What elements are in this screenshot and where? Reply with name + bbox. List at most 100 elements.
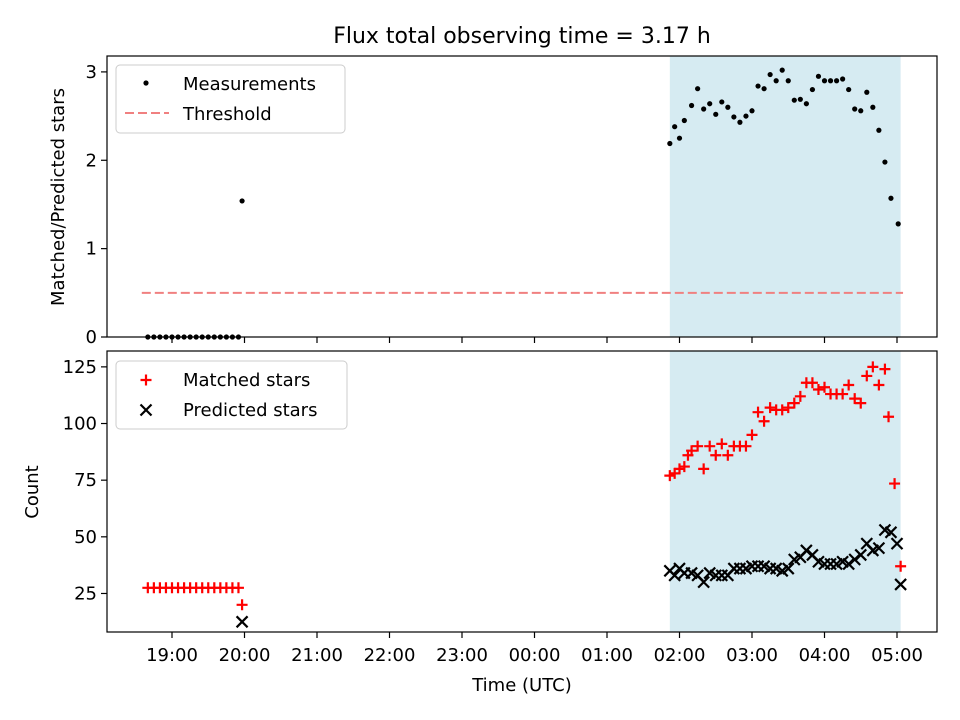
legend-threshold-label: Threshold bbox=[182, 104, 272, 125]
top-y-axis-label: Matched/Predicted stars bbox=[48, 88, 69, 306]
measurement-point bbox=[672, 124, 678, 130]
measurement-point bbox=[815, 73, 822, 79]
measurement-point bbox=[743, 113, 749, 119]
x-tick-label: 00:00 bbox=[509, 645, 561, 666]
measurement-point bbox=[725, 104, 731, 110]
measurement-point bbox=[852, 106, 858, 112]
legend-predicted-cross bbox=[139, 403, 153, 417]
matched-star-point bbox=[855, 397, 867, 409]
bottom-y-tick-label: 125 bbox=[63, 357, 97, 378]
matched-star-point bbox=[710, 449, 722, 461]
measurement-point bbox=[713, 111, 719, 117]
predicted-star-point bbox=[890, 537, 904, 550]
measurement-point bbox=[239, 198, 245, 204]
predicted-star-point bbox=[872, 541, 886, 555]
measurement-point bbox=[779, 67, 785, 73]
matched-star-point bbox=[806, 377, 818, 389]
predicted-star-point bbox=[894, 578, 907, 591]
measurement-point bbox=[864, 89, 870, 95]
matched-star-point bbox=[740, 440, 752, 452]
matched-star-point bbox=[758, 415, 770, 427]
top-panel: 0 1 2 3 Matched/Predicted stars Measurement… bbox=[48, 55, 938, 348]
matched-star-point bbox=[232, 582, 244, 594]
bottom-x-axis: 19:00 20:00 21:00 22:00 23:00 00:00 01:00 02:00… bbox=[146, 632, 923, 666]
predicted-star-point bbox=[884, 526, 898, 539]
matched-star-point bbox=[819, 381, 830, 393]
bottom-y-axis-label: Count bbox=[22, 465, 43, 518]
matched-star-point bbox=[698, 463, 710, 475]
matched-star-point bbox=[722, 449, 734, 461]
top-legend: Measurements Threshold bbox=[115, 64, 346, 134]
top-y-tick-label: 3 bbox=[86, 62, 97, 83]
observing-window-shade-bottom bbox=[669, 351, 901, 632]
measurement-point bbox=[791, 97, 797, 103]
legend-matched-marker bbox=[140, 374, 152, 386]
measurement-point bbox=[773, 78, 779, 84]
matched-star-point bbox=[879, 363, 891, 375]
measurement-point bbox=[888, 195, 894, 201]
predicted-stars-series bbox=[235, 523, 907, 629]
bottom-y-axis: 25 50 75 100 125 bbox=[63, 357, 107, 604]
x-tick-label: 20:00 bbox=[219, 645, 271, 666]
matched-star-point bbox=[895, 560, 907, 572]
x-tick-label: 05:00 bbox=[871, 645, 923, 666]
top-x-axis-ticks bbox=[171, 337, 898, 343]
figure-title: Flux total observing time = 3.17 h bbox=[333, 24, 711, 49]
measurement-point bbox=[858, 108, 864, 114]
top-legend-box bbox=[115, 64, 346, 134]
observing-window-shade-top bbox=[669, 56, 901, 337]
measurement-point bbox=[731, 114, 737, 120]
x-tick-label: 02:00 bbox=[654, 645, 706, 666]
matched-star-point bbox=[889, 478, 901, 490]
matched-star-point bbox=[861, 370, 873, 382]
matched-star-point bbox=[867, 361, 879, 373]
matched-star-point bbox=[686, 445, 698, 457]
measurement-point bbox=[895, 221, 901, 227]
matched-star-point bbox=[812, 384, 824, 396]
bottom-legend: Matched stars Predicted stars bbox=[115, 360, 348, 430]
measurement-point bbox=[681, 117, 687, 124]
measurement-point bbox=[821, 78, 828, 84]
measurement-point bbox=[719, 99, 725, 105]
measurement-point bbox=[797, 96, 803, 102]
x-tick-label: 04:00 bbox=[799, 645, 851, 666]
measurement-point bbox=[882, 159, 888, 165]
measurement-point bbox=[785, 78, 791, 84]
measurement-point bbox=[846, 86, 852, 93]
predicted-star-point bbox=[854, 548, 868, 562]
measurement-point bbox=[676, 135, 683, 141]
measurement-point bbox=[761, 86, 767, 92]
measurement-point bbox=[767, 71, 773, 78]
predicted-star-point bbox=[697, 575, 710, 589]
x-tick-label: 19:00 bbox=[146, 645, 198, 666]
legend-measurements-marker bbox=[143, 80, 149, 86]
bottom-y-tick-label: 75 bbox=[74, 470, 97, 491]
x-axis-label: Time (UTC) bbox=[471, 675, 572, 696]
measurement-point bbox=[870, 104, 876, 110]
bottom-legend-box bbox=[115, 360, 348, 430]
predicted-star-point bbox=[235, 615, 249, 629]
measurement-point bbox=[667, 140, 673, 147]
measurement-point bbox=[701, 106, 707, 112]
measurement-point bbox=[755, 83, 761, 89]
legend-measurements-label: Measurements bbox=[183, 74, 316, 95]
predicted-star-point bbox=[668, 569, 681, 582]
x-tick-label: 21:00 bbox=[291, 645, 343, 666]
measurement-point bbox=[695, 86, 701, 92]
matched-star-point bbox=[716, 438, 728, 450]
measurement-point bbox=[809, 86, 816, 93]
matched-stars-series bbox=[142, 361, 907, 611]
x-tick-label: 22:00 bbox=[364, 645, 416, 666]
top-y-tick-label: 1 bbox=[86, 239, 97, 260]
top-y-tick-label: 2 bbox=[86, 150, 97, 171]
matched-star-point bbox=[776, 404, 788, 416]
matched-star-point bbox=[764, 402, 776, 414]
matched-star-point bbox=[746, 429, 758, 441]
matched-star-point bbox=[883, 411, 895, 423]
matched-star-point bbox=[843, 379, 855, 391]
predicted-star-point bbox=[781, 562, 795, 575]
measurement-point bbox=[840, 76, 846, 82]
measurement-point bbox=[707, 101, 713, 107]
x-tick-label: 03:00 bbox=[726, 645, 778, 666]
